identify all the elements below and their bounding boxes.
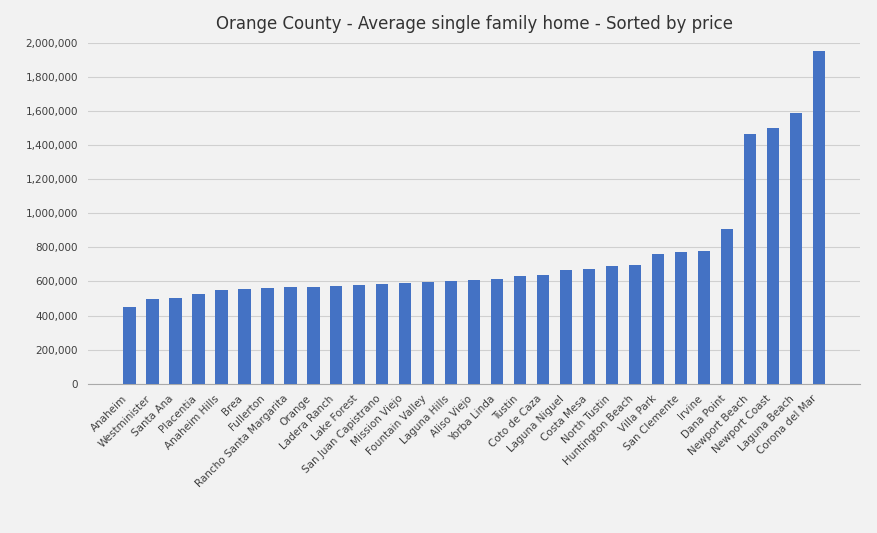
Bar: [168, 298, 182, 384]
Bar: [398, 283, 411, 384]
Bar: [743, 134, 755, 384]
Bar: [560, 270, 572, 384]
Bar: [215, 290, 227, 384]
Bar: [674, 252, 687, 384]
Bar: [490, 279, 503, 384]
Bar: [812, 51, 824, 384]
Bar: [720, 229, 732, 384]
Bar: [260, 288, 274, 384]
Bar: [123, 307, 135, 384]
Bar: [421, 282, 434, 384]
Bar: [330, 286, 342, 384]
Bar: [306, 287, 319, 384]
Bar: [375, 284, 388, 384]
Bar: [605, 266, 617, 384]
Bar: [238, 289, 250, 384]
Title: Orange County - Average single family home - Sorted by price: Orange County - Average single family ho…: [216, 15, 731, 33]
Bar: [146, 300, 159, 384]
Bar: [697, 251, 709, 384]
Bar: [766, 128, 779, 384]
Bar: [628, 265, 641, 384]
Bar: [283, 287, 296, 384]
Bar: [445, 280, 457, 384]
Bar: [536, 276, 549, 384]
Bar: [467, 280, 480, 384]
Bar: [582, 270, 595, 384]
Bar: [513, 276, 526, 384]
Bar: [353, 285, 365, 384]
Bar: [651, 254, 664, 384]
Bar: [788, 112, 802, 384]
Bar: [192, 294, 204, 384]
